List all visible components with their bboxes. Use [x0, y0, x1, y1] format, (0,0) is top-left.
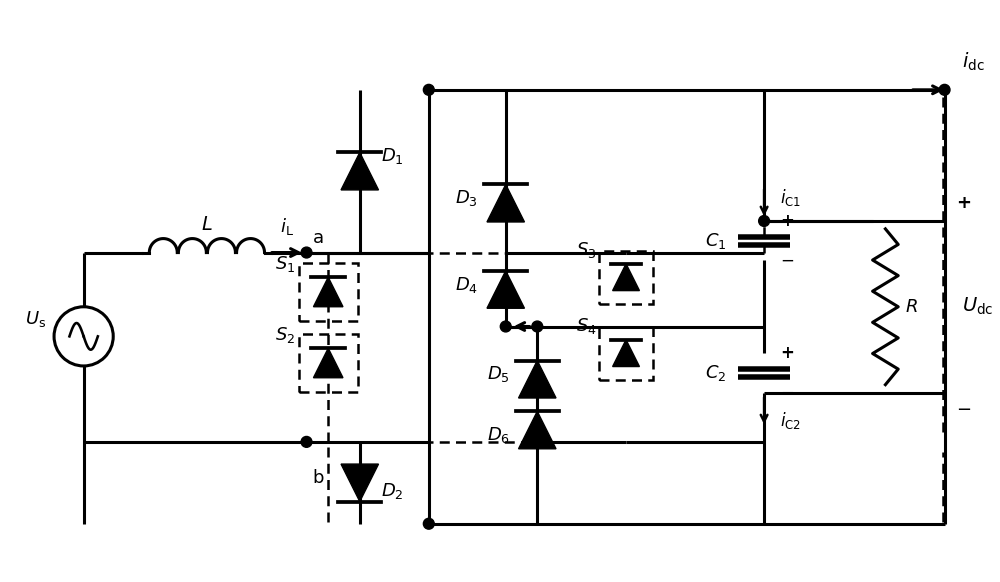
Polygon shape: [613, 264, 639, 290]
Polygon shape: [487, 184, 524, 222]
Circle shape: [301, 247, 312, 258]
Polygon shape: [313, 277, 343, 307]
Text: −: −: [956, 402, 972, 419]
Text: −: −: [780, 384, 794, 402]
Polygon shape: [613, 340, 639, 367]
Circle shape: [939, 84, 950, 95]
Text: $U_{\rm s}$: $U_{\rm s}$: [25, 308, 46, 329]
Circle shape: [423, 519, 434, 529]
Bar: [299, 262, 358, 321]
Text: $S_3$: $S_3$: [576, 240, 596, 260]
Text: +: +: [780, 212, 794, 230]
Text: −: −: [780, 251, 794, 269]
Text: $S_1$: $S_1$: [275, 254, 296, 274]
Polygon shape: [519, 360, 556, 398]
Text: +: +: [956, 194, 971, 212]
Text: $i_{\rm L}$: $i_{\rm L}$: [280, 217, 294, 237]
Polygon shape: [341, 152, 379, 190]
Circle shape: [423, 84, 434, 95]
Text: $D_6$: $D_6$: [487, 425, 510, 445]
Bar: [299, 333, 358, 392]
Bar: [599, 327, 653, 380]
Circle shape: [500, 321, 511, 332]
Polygon shape: [341, 464, 379, 502]
Text: $C_2$: $C_2$: [705, 363, 727, 383]
Text: +: +: [780, 344, 794, 362]
Text: $i_{\rm dc}$: $i_{\rm dc}$: [962, 51, 985, 73]
Text: $D_3$: $D_3$: [455, 189, 478, 208]
Polygon shape: [487, 271, 524, 308]
Text: $U_{\rm dc}$: $U_{\rm dc}$: [962, 296, 994, 317]
Text: $i_{\rm C2}$: $i_{\rm C2}$: [780, 410, 801, 431]
Text: $R$: $R$: [905, 298, 918, 316]
Polygon shape: [313, 348, 343, 378]
Text: a: a: [312, 229, 324, 247]
Polygon shape: [519, 411, 556, 449]
Text: $D_4$: $D_4$: [455, 275, 478, 294]
Text: $D_2$: $D_2$: [381, 481, 404, 501]
Text: $C_1$: $C_1$: [705, 230, 727, 251]
Text: $D_5$: $D_5$: [487, 364, 510, 384]
Circle shape: [301, 436, 312, 448]
Circle shape: [759, 215, 770, 226]
Text: $i_{\rm C1}$: $i_{\rm C1}$: [780, 187, 801, 208]
Text: $S_2$: $S_2$: [275, 325, 296, 345]
Circle shape: [532, 321, 543, 332]
Text: $S_4$: $S_4$: [576, 315, 596, 335]
Text: b: b: [312, 470, 324, 488]
Bar: [599, 251, 653, 304]
Text: $L$: $L$: [201, 215, 213, 235]
Text: $D_1$: $D_1$: [381, 147, 404, 166]
